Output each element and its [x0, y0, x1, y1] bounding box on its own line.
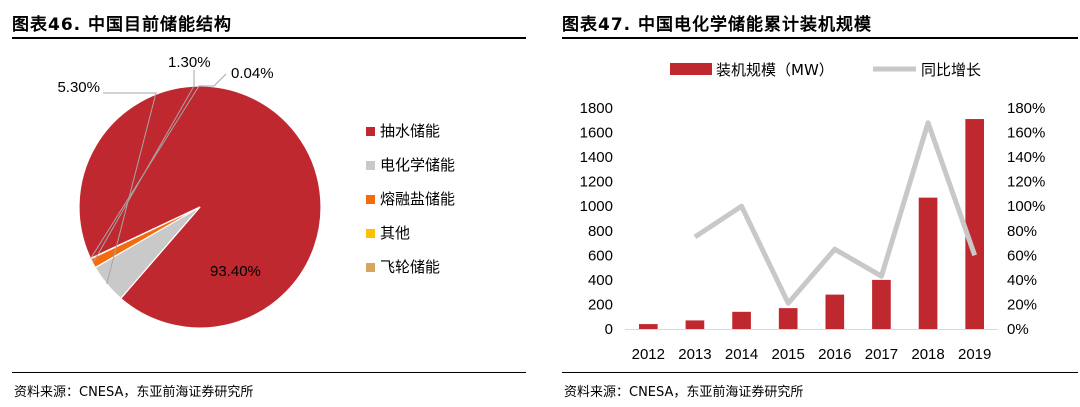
legend-swatch	[366, 195, 375, 204]
title-rule	[12, 37, 526, 39]
y-right-tick-label: 160%	[1007, 125, 1045, 142]
legend-swatch	[670, 63, 712, 75]
leader-line	[90, 73, 227, 259]
y-right-tick-label: 120%	[1007, 174, 1045, 191]
legend-label: 电化学储能	[380, 156, 455, 174]
y-right-tick-label: 100%	[1007, 198, 1045, 215]
x-tick-label: 2013	[678, 346, 711, 363]
y-left-tick-label: 600	[588, 247, 613, 264]
slice-value-label: 5.30%	[57, 79, 100, 96]
source-note: 资料来源：CNESA，东亚前海证券研究所	[14, 385, 254, 400]
growth-line	[693, 120, 978, 306]
y-right-tick-label: 60%	[1007, 247, 1037, 264]
pie-chart-panel: 图表46. 中国目前储能结构 93.40% 5.30% 1.30% 0.04% 抽水储能…	[0, 0, 530, 407]
bar-chart: 0 200 400 600 800 1000 1200 1400 1600 1800 0% 20% 40…	[580, 61, 1046, 363]
x-tick-label: 2015	[772, 346, 805, 363]
y-right-tick-label: 140%	[1007, 149, 1045, 166]
y-right-tick-label: 40%	[1007, 272, 1037, 289]
pie-chart: 93.40% 5.30% 1.30% 0.04% 抽水储能电化学储能熔融盐储能其他飞轮储…	[57, 54, 455, 329]
bar	[778, 308, 798, 329]
bar	[685, 320, 705, 329]
y-left-tick-label: 1000	[580, 198, 613, 215]
x-tick-label: 2014	[725, 346, 758, 363]
title-rule	[562, 37, 1078, 39]
x-tick-label: 2016	[818, 346, 851, 363]
y-left-tick-label: 400	[588, 272, 613, 289]
source-note: 资料来源：CNESA，东亚前海证券研究所	[564, 385, 804, 400]
legend-swatch	[366, 161, 375, 170]
leader-line	[92, 70, 195, 264]
legend-swatch	[366, 263, 375, 272]
chart-title: 图表47. 中国电化学储能累计装机规模	[562, 15, 873, 35]
y-right-tick-label: 20%	[1007, 296, 1037, 313]
legend-label: 其他	[380, 224, 410, 242]
bar	[825, 294, 845, 329]
legend-label: 熔融盐储能	[380, 190, 455, 208]
source-rule	[562, 372, 1078, 373]
y-left-tick-label: 1200	[580, 174, 613, 191]
slice-value-label: 93.40%	[210, 263, 261, 280]
slice-value-label: 1.30%	[168, 54, 211, 71]
legend-swatch	[366, 127, 375, 136]
bar	[872, 279, 891, 329]
x-tick-label: 2019	[958, 346, 991, 363]
source-rule	[12, 372, 526, 373]
legend-label: 抽水储能	[380, 122, 440, 140]
legend-label: 飞轮储能	[380, 258, 440, 276]
y-left-tick-label: 1800	[580, 100, 613, 117]
y-right-tick-label: 0%	[1007, 321, 1029, 338]
x-tick-label: 2017	[865, 346, 898, 363]
bar	[732, 311, 751, 329]
y-right-tick-label: 180%	[1007, 100, 1045, 117]
x-tick-label: 2018	[911, 346, 944, 363]
y-left-tick-label: 1600	[580, 125, 613, 142]
leader-line	[103, 92, 157, 285]
bar-chart-panel: 图表47. 中国电化学储能累计装机规模 0 200 400 600 800 1000 120…	[550, 0, 1080, 407]
y-left-tick-label: 0	[605, 321, 613, 338]
bar	[918, 197, 938, 329]
y-right-tick-label: 80%	[1007, 223, 1037, 240]
chart-title: 图表46. 中国目前储能结构	[12, 15, 233, 35]
bar	[965, 119, 985, 329]
legend-label: 装机规模（MW）	[716, 61, 834, 79]
y-left-tick-label: 200	[588, 296, 613, 313]
x-tick-label: 2012	[632, 346, 665, 363]
bar	[638, 324, 658, 329]
y-left-tick-label: 1400	[580, 149, 613, 166]
slice-value-label: 0.04%	[231, 65, 274, 82]
y-left-tick-label: 800	[588, 223, 613, 240]
legend-label: 同比增长	[921, 61, 981, 79]
legend-swatch	[366, 229, 375, 238]
